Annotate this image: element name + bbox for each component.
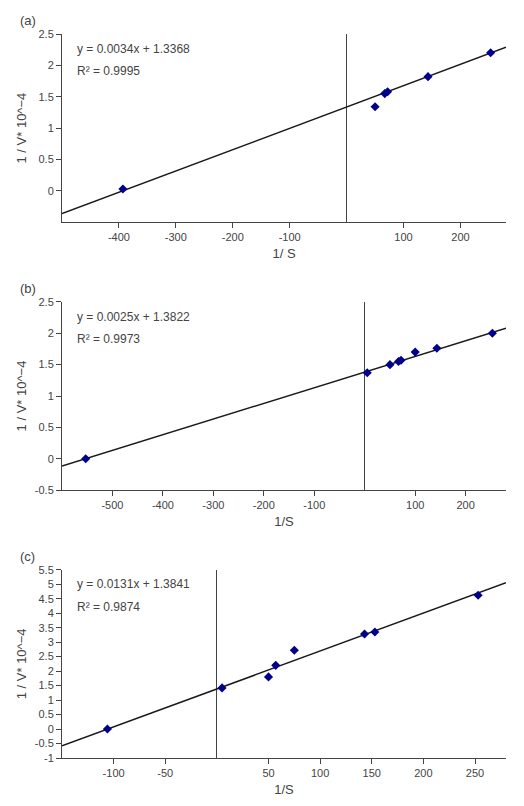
svg-text:-200: -200 — [222, 231, 244, 243]
svg-text:1.5: 1.5 — [39, 91, 54, 103]
svg-text:-500: -500 — [101, 499, 123, 511]
svg-text:4: 4 — [48, 607, 54, 619]
svg-text:0.5: 0.5 — [39, 708, 54, 720]
svg-text:-100: -100 — [279, 231, 301, 243]
svg-text:3: 3 — [48, 636, 54, 648]
svg-text:100: 100 — [394, 231, 412, 243]
svg-text:-400: -400 — [152, 499, 174, 511]
svg-text:5: 5 — [48, 578, 54, 590]
svg-text:1: 1 — [48, 694, 54, 706]
svg-text:4.5: 4.5 — [39, 593, 54, 605]
svg-text:2.5: 2.5 — [39, 296, 54, 308]
svg-text:2: 2 — [48, 665, 54, 677]
svg-text:1/ S: 1/ S — [272, 246, 295, 261]
svg-text:1 / V* 10^−4: 1 / V* 10^−4 — [14, 361, 29, 432]
svg-text:3.5: 3.5 — [39, 622, 54, 634]
svg-text:(c): (c) — [20, 549, 35, 564]
svg-text:-100: -100 — [103, 767, 125, 779]
svg-text:1.5: 1.5 — [39, 679, 54, 691]
svg-text:-100: -100 — [303, 499, 325, 511]
svg-text:150: 150 — [363, 767, 381, 779]
svg-text:-1: -1 — [44, 752, 54, 764]
svg-text:1: 1 — [48, 390, 54, 402]
svg-text:1 / V* 10^−4: 1 / V* 10^−4 — [14, 93, 29, 164]
svg-text:2.5: 2.5 — [39, 28, 54, 40]
svg-text:-50: -50 — [157, 767, 173, 779]
svg-text:y = 0.0025x + 1.3822: y = 0.0025x + 1.3822 — [77, 310, 190, 324]
svg-text:2.5: 2.5 — [39, 650, 54, 662]
svg-text:-300: -300 — [202, 499, 224, 511]
svg-text:2: 2 — [48, 327, 54, 339]
svg-text:100: 100 — [311, 767, 329, 779]
svg-text:R² = 0.9995: R² = 0.9995 — [77, 64, 140, 78]
svg-text:1/S: 1/S — [274, 782, 294, 797]
svg-text:250: 250 — [466, 767, 484, 779]
svg-text:(b): (b) — [20, 281, 36, 296]
svg-text:5.5: 5.5 — [39, 564, 54, 576]
svg-text:0: 0 — [48, 185, 54, 197]
svg-text:-300: -300 — [165, 231, 187, 243]
svg-text:0.5: 0.5 — [39, 153, 54, 165]
svg-text:0: 0 — [48, 723, 54, 735]
svg-text:200: 200 — [414, 767, 432, 779]
svg-text:200: 200 — [451, 231, 469, 243]
svg-text:-400: -400 — [108, 231, 130, 243]
svg-text:0.5: 0.5 — [39, 421, 54, 433]
svg-text:1/S: 1/S — [274, 514, 294, 529]
svg-text:100: 100 — [406, 499, 424, 511]
svg-text:-200: -200 — [253, 499, 275, 511]
svg-text:-0.5: -0.5 — [35, 737, 54, 749]
svg-text:1.5: 1.5 — [39, 358, 54, 370]
svg-text:2: 2 — [48, 59, 54, 71]
svg-text:y = 0.0131x + 1.3841: y = 0.0131x + 1.3841 — [77, 577, 190, 591]
svg-text:200: 200 — [456, 499, 474, 511]
svg-text:y = 0.0034x + 1.3368: y = 0.0034x + 1.3368 — [77, 42, 190, 56]
svg-text:50: 50 — [262, 767, 274, 779]
svg-text:0: 0 — [48, 453, 54, 465]
svg-text:1 / V* 10^−4: 1 / V* 10^−4 — [14, 628, 29, 699]
svg-text:(a): (a) — [20, 13, 36, 28]
svg-text:R² = 0.9973: R² = 0.9973 — [77, 332, 140, 346]
svg-text:-0.5: -0.5 — [35, 484, 54, 496]
svg-text:R² = 0.9874: R² = 0.9874 — [77, 600, 140, 614]
svg-text:1: 1 — [48, 122, 54, 134]
